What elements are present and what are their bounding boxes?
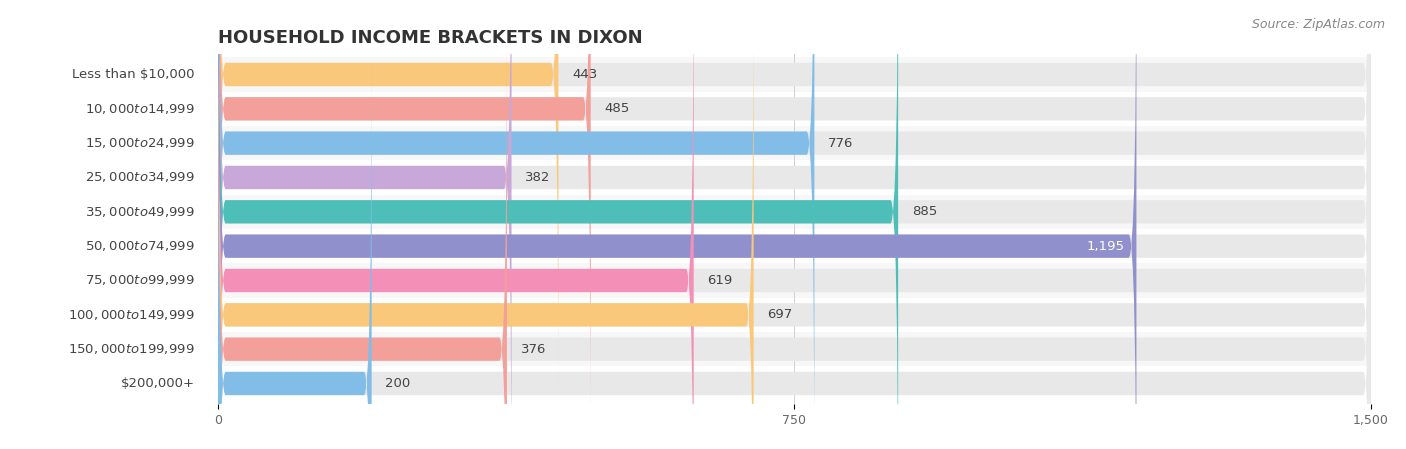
Text: 382: 382	[526, 171, 551, 184]
Text: Less than $10,000: Less than $10,000	[72, 68, 195, 81]
Text: $200,000+: $200,000+	[121, 377, 195, 390]
Text: 619: 619	[707, 274, 733, 287]
FancyBboxPatch shape	[218, 0, 1136, 449]
Text: 697: 697	[768, 308, 793, 321]
FancyBboxPatch shape	[217, 298, 1372, 332]
FancyBboxPatch shape	[218, 0, 1371, 449]
Text: 1,195: 1,195	[1087, 240, 1125, 253]
Text: $150,000 to $199,999: $150,000 to $199,999	[69, 342, 195, 356]
Text: $10,000 to $14,999: $10,000 to $14,999	[86, 102, 195, 116]
Text: 443: 443	[572, 68, 598, 81]
FancyBboxPatch shape	[218, 52, 371, 449]
Text: $25,000 to $34,999: $25,000 to $34,999	[86, 171, 195, 185]
Text: $50,000 to $74,999: $50,000 to $74,999	[86, 239, 195, 253]
FancyBboxPatch shape	[217, 263, 1372, 298]
Text: 776: 776	[828, 136, 853, 150]
FancyBboxPatch shape	[218, 0, 1371, 449]
FancyBboxPatch shape	[217, 332, 1372, 366]
FancyBboxPatch shape	[218, 0, 754, 449]
Text: 485: 485	[605, 102, 630, 115]
Text: $75,000 to $99,999: $75,000 to $99,999	[86, 273, 195, 287]
FancyBboxPatch shape	[218, 0, 1371, 449]
FancyBboxPatch shape	[217, 92, 1372, 126]
Text: $100,000 to $149,999: $100,000 to $149,999	[69, 308, 195, 322]
FancyBboxPatch shape	[218, 0, 898, 449]
FancyBboxPatch shape	[218, 18, 1371, 449]
Text: $15,000 to $24,999: $15,000 to $24,999	[86, 136, 195, 150]
FancyBboxPatch shape	[217, 126, 1372, 160]
FancyBboxPatch shape	[218, 0, 693, 449]
FancyBboxPatch shape	[218, 0, 558, 406]
FancyBboxPatch shape	[218, 0, 512, 449]
FancyBboxPatch shape	[218, 0, 1371, 440]
Text: Source: ZipAtlas.com: Source: ZipAtlas.com	[1251, 18, 1385, 31]
FancyBboxPatch shape	[217, 57, 1372, 92]
FancyBboxPatch shape	[218, 0, 591, 440]
Text: HOUSEHOLD INCOME BRACKETS IN DIXON: HOUSEHOLD INCOME BRACKETS IN DIXON	[218, 29, 643, 47]
Text: 885: 885	[912, 205, 938, 218]
FancyBboxPatch shape	[218, 52, 1371, 449]
Text: 376: 376	[520, 343, 546, 356]
FancyBboxPatch shape	[218, 0, 1371, 449]
FancyBboxPatch shape	[218, 0, 814, 449]
Text: $35,000 to $49,999: $35,000 to $49,999	[86, 205, 195, 219]
FancyBboxPatch shape	[217, 160, 1372, 195]
FancyBboxPatch shape	[218, 18, 508, 449]
FancyBboxPatch shape	[217, 229, 1372, 263]
FancyBboxPatch shape	[218, 0, 1371, 449]
FancyBboxPatch shape	[218, 0, 1371, 406]
FancyBboxPatch shape	[217, 195, 1372, 229]
Text: 200: 200	[385, 377, 411, 390]
FancyBboxPatch shape	[218, 0, 1371, 449]
FancyBboxPatch shape	[217, 366, 1372, 401]
